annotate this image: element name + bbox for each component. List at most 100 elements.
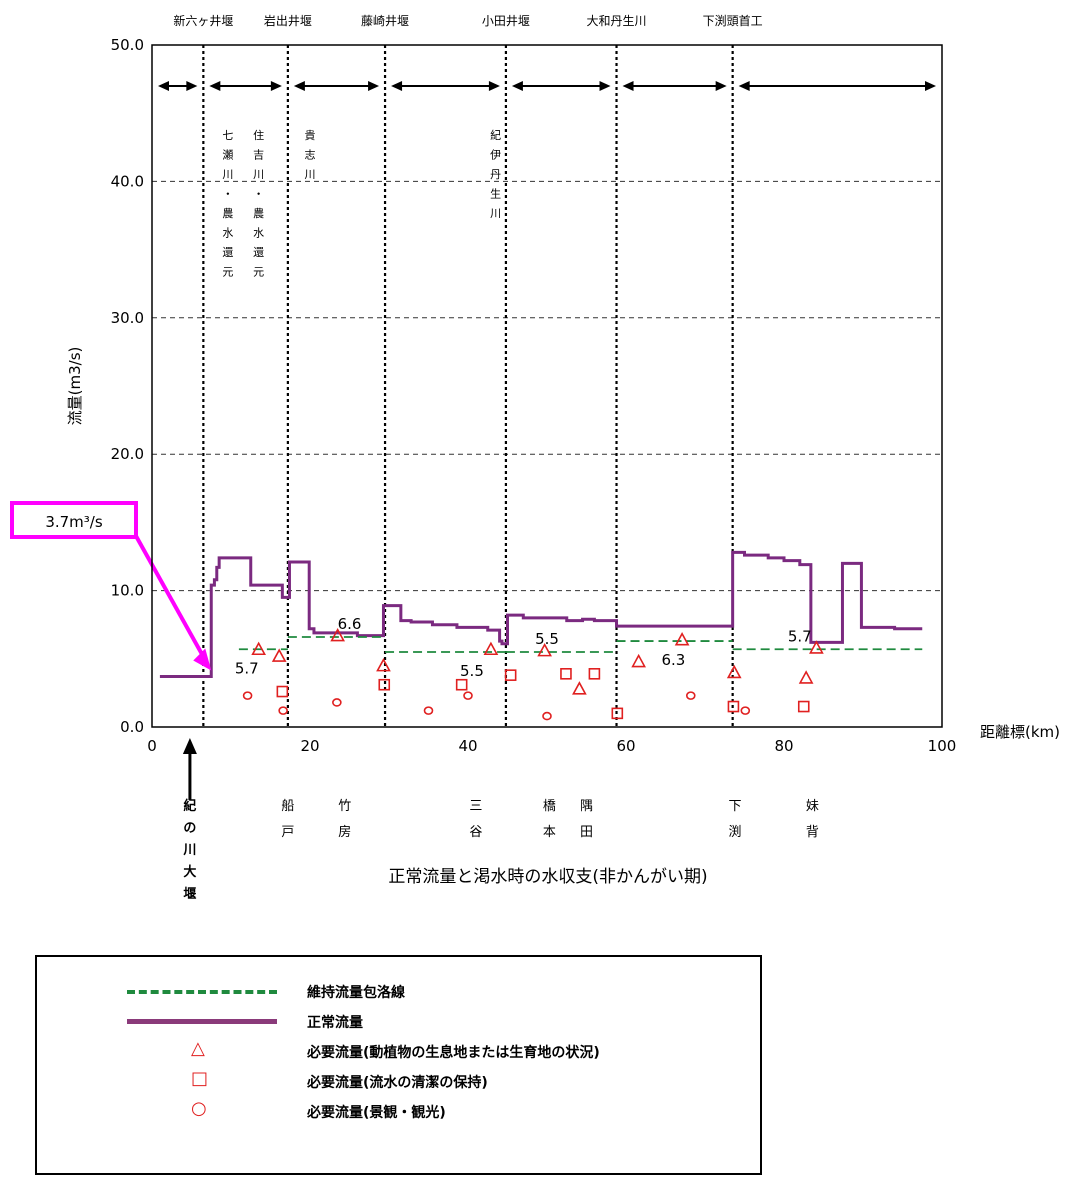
circle-marker (463, 691, 473, 700)
arrow-head-left (209, 81, 221, 91)
tributary-labels: 七瀬川・農水還元 住吉川・農水還元 貴志川 紀伊丹生川 (222, 128, 501, 279)
square-marker (276, 685, 289, 698)
weir-markers: 新六ヶ井堰 岩出井堰 藤崎井堰 小田井堰 大和丹生川 下渕頭首工 (158, 13, 936, 727)
triangle-marker (674, 632, 690, 646)
axis-ticks: 0.0 10.0 20.0 30.0 40.0 50.0 0 20 40 60 80 100 (111, 36, 957, 755)
legend: 維持流量包洛線 正常流量 △ 必要流量(動植物の生息地または生育地の状況) □ 必要流量(… (35, 955, 762, 1175)
segment-value-label: 6.6 (338, 615, 362, 633)
tributary-label: 七瀬川・農水還元 (222, 129, 233, 279)
circle-marker (278, 706, 288, 715)
y-tick-label: 50.0 (111, 36, 144, 54)
square-marker (727, 700, 740, 713)
weir-label: 大和丹生川 (587, 14, 647, 28)
callout-arrow-line (134, 535, 205, 658)
location-label: 下渕 (729, 799, 742, 840)
y-axis-label: 流量(m3/s) (66, 347, 84, 426)
weir-label: 藤崎井堰 (361, 14, 409, 28)
circle-marker (685, 691, 696, 700)
location-label: 隅田 (580, 799, 593, 840)
x-tick-label: 20 (300, 737, 319, 755)
x-axis-label: 距離標(km) (980, 723, 1060, 741)
segment-value-label: 5.5 (535, 630, 559, 648)
dam-arrow-head (182, 738, 197, 754)
legend-item: 維持流量包洛線 (37, 977, 760, 1007)
legend-label: 必要流量(景観・観光) (307, 1105, 446, 1121)
weir-label: 新六ヶ井堰 (173, 13, 233, 28)
maintenance-flow-series (238, 636, 923, 653)
grid-lines (152, 180, 942, 592)
arrow-head-left (738, 81, 750, 91)
callout: 3.7m³/s (10, 501, 212, 671)
square-marker (611, 707, 624, 720)
arrow-head-left (511, 81, 523, 91)
triangle-icon: △ (127, 1037, 287, 1067)
segment-value-label: 5.5 (460, 662, 484, 680)
square-icon: □ (191, 1068, 209, 1089)
arrow-head-left (391, 81, 403, 91)
location-label: 船戸 (281, 799, 294, 840)
normal-flow-series (159, 550, 923, 679)
triangle-marker (483, 641, 499, 656)
arrow-head-left (293, 81, 305, 91)
square-icon: □ (127, 1067, 287, 1097)
required-flow-markers (242, 627, 824, 721)
legend-label: 維持流量包洛線 (307, 985, 405, 1001)
triangle-marker (726, 664, 742, 679)
x-tick-label: 0 (147, 737, 157, 755)
x-tick-label: 80 (774, 737, 793, 755)
triangle-marker (537, 642, 552, 657)
square-marker (588, 668, 601, 680)
tributary-label: 紀伊丹生川 (490, 129, 501, 220)
x-tick-label: 100 (928, 737, 957, 755)
callout-text: 3.7m³/s (45, 513, 103, 531)
y-tick-label: 10.0 (111, 582, 144, 600)
arrow-head-left (622, 81, 634, 91)
triangle-marker (251, 641, 266, 656)
flow-chart: 0.0 10.0 20.0 30.0 40.0 50.0 0 20 40 60 80 100 新六ヶ井… (10, 13, 1060, 902)
arrow-head-right (186, 81, 198, 91)
arrow-head-right (925, 81, 936, 91)
square-marker (797, 700, 810, 713)
callout-box (10, 501, 138, 539)
triangle-marker (376, 657, 391, 672)
legend-item: □ 必要流量(流水の清潔の保持) (37, 1067, 760, 1097)
y-tick-label: 40.0 (111, 172, 144, 190)
segment-value-label: 6.3 (661, 651, 685, 669)
plot-frame (151, 44, 943, 728)
circle-icon: ○ (191, 1098, 207, 1119)
triangle-marker (798, 670, 814, 684)
legend-label: 正常流量 (307, 1015, 363, 1031)
location-label: 紀の川大堰 (182, 798, 196, 902)
circle-marker (242, 691, 253, 700)
weir-label: 下渕頭首工 (703, 14, 763, 28)
triangle-marker (271, 648, 287, 662)
legend-item: 正常流量 (37, 1007, 760, 1037)
circle-marker (332, 698, 342, 707)
circle-marker (423, 706, 434, 715)
arrow-head-right (715, 81, 727, 91)
legend-label: 必要流量(動植物の生息地または生育地の状況) (307, 1045, 600, 1061)
triangle-marker (572, 681, 587, 695)
circle-marker (542, 711, 552, 721)
triangle-marker (809, 640, 824, 654)
arrow-head-right (488, 81, 500, 91)
dashed-line-sample (127, 990, 277, 994)
location-label: 橋本 (543, 799, 556, 840)
arrow-head-right (270, 81, 282, 91)
square-marker (560, 668, 572, 680)
square-marker (504, 669, 517, 681)
location-label: 妹背 (806, 799, 819, 840)
triangle-marker (330, 627, 345, 642)
triangle-marker (631, 653, 646, 668)
y-tick-label: 30.0 (111, 309, 144, 327)
arrow-head-right (599, 81, 611, 91)
solid-line-sample (127, 1019, 277, 1024)
normal-flow-line (159, 550, 923, 679)
square-marker (378, 678, 391, 691)
y-tick-label: 20.0 (111, 445, 144, 463)
chart-caption: 正常流量と渇水時の水収支(非かんがい期) (388, 867, 707, 887)
tributary-label: 貴志川 (305, 128, 316, 181)
segment-value-label: 5.7 (235, 659, 259, 677)
legend-label: 必要流量(流水の清潔の保持) (307, 1075, 488, 1091)
weir-label: 岩出井堰 (264, 13, 312, 28)
